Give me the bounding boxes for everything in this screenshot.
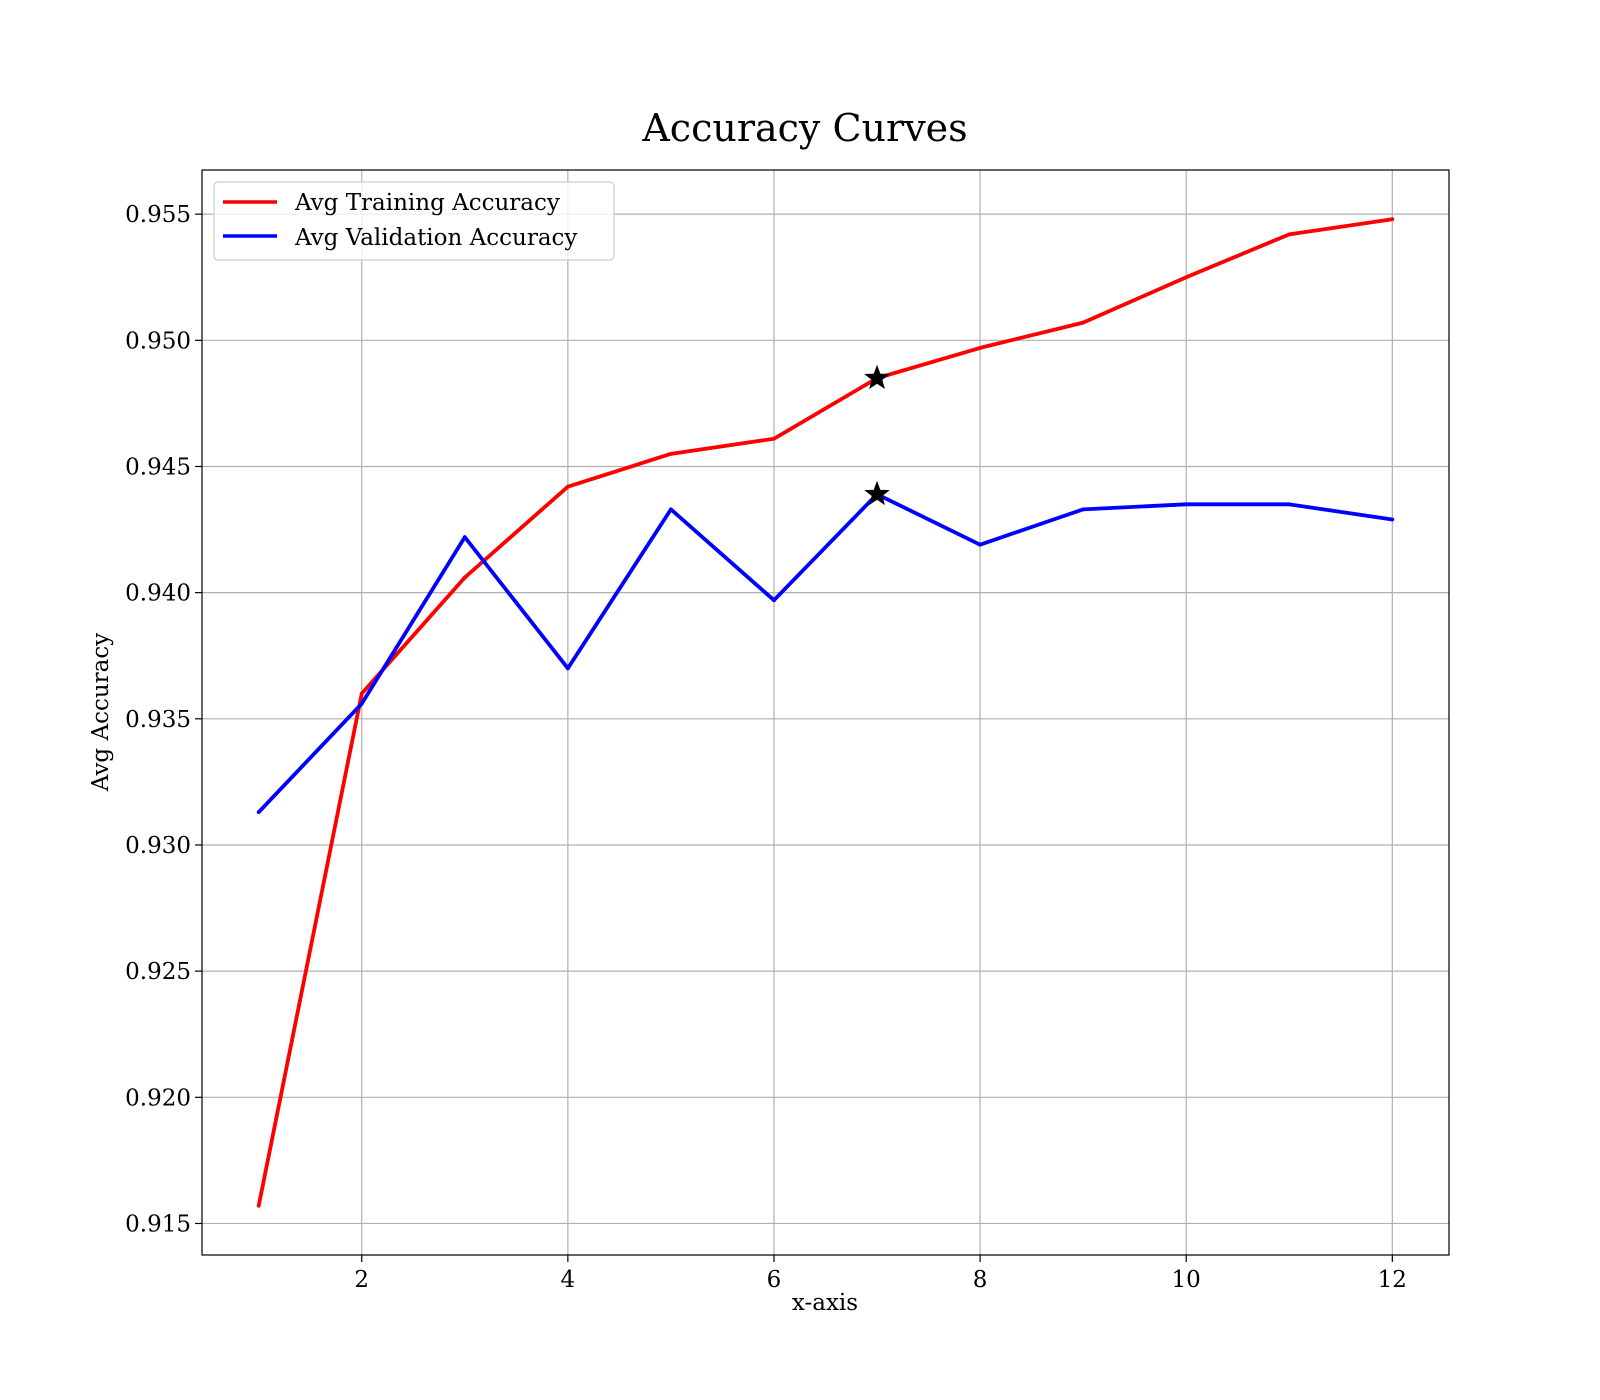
- series-lines: [256, 217, 1395, 1208]
- data-point-avg-validation-accuracy: [1287, 502, 1292, 507]
- data-point-avg-training-accuracy: [1390, 217, 1395, 222]
- data-point-avg-training-accuracy: [256, 1203, 261, 1208]
- x-axis-ticks: 2 4 6 8 10 12: [354, 1255, 1407, 1293]
- star-marker-icon: [864, 480, 890, 506]
- data-point-avg-training-accuracy: [772, 436, 776, 441]
- star-marker-icon: [864, 364, 890, 390]
- plot-area-frame: [201, 169, 1450, 1256]
- y-tick-label: 0.925: [125, 959, 191, 985]
- data-point-avg-training-accuracy: [1287, 232, 1292, 237]
- y-axis-ticks: 0.915 0.920 0.925 0.930 0.935 0.940 0.945 0.950…: [125, 202, 202, 1237]
- legend-frame: [213, 181, 615, 261]
- x-tick-label: 2: [354, 1267, 369, 1293]
- x-axis-label: x-axis: [792, 1290, 858, 1316]
- y-tick-label: 0.955: [125, 202, 191, 228]
- y-tick-label: 0.950: [125, 328, 191, 354]
- chart-title: Accuracy Curves: [641, 106, 967, 150]
- x-tick-label: 6: [767, 1267, 782, 1293]
- best-epoch-markers: [864, 364, 890, 506]
- y-tick-label: 0.915: [125, 1211, 191, 1237]
- data-point-avg-training-accuracy: [1184, 275, 1189, 280]
- y-tick-label: 0.935: [125, 707, 191, 733]
- x-tick-label: 4: [561, 1267, 576, 1293]
- data-point-avg-training-accuracy: [978, 345, 982, 350]
- data-point-avg-validation-accuracy: [462, 535, 467, 540]
- data-point-avg-validation-accuracy: [1081, 507, 1086, 512]
- series-line-avg-training-accuracy: [256, 217, 1393, 1207]
- series-line-avg-validation-accuracy: [257, 492, 1393, 814]
- data-point-avg-training-accuracy: [359, 691, 364, 696]
- data-point-avg-training-accuracy: [1081, 320, 1086, 325]
- x-tick-label: 8: [973, 1267, 988, 1293]
- x-tick-label: 10: [1172, 1267, 1201, 1293]
- y-tick-label: 0.930: [125, 833, 191, 859]
- data-point-avg-training-accuracy: [462, 575, 467, 580]
- grid-lines: [202, 170, 1449, 1255]
- data-point-avg-validation-accuracy: [1390, 517, 1395, 522]
- data-point-avg-training-accuracy: [669, 451, 673, 456]
- data-point-avg-validation-accuracy: [359, 701, 364, 706]
- legend-label-training: Avg Training Accuracy: [294, 190, 560, 216]
- legend-label-validation: Avg Validation Accuracy: [294, 225, 577, 251]
- data-point-avg-validation-accuracy: [256, 810, 261, 815]
- legend: Avg Training Accuracy Avg Validation Acc…: [213, 181, 615, 261]
- data-point-avg-validation-accuracy: [772, 598, 776, 603]
- data-point-avg-validation-accuracy: [1184, 502, 1189, 507]
- y-tick-label: 0.920: [125, 1085, 191, 1111]
- y-tick-label: 0.940: [125, 581, 191, 607]
- y-axis-label: Avg Accuracy: [88, 633, 114, 792]
- data-point-avg-validation-accuracy: [565, 666, 570, 671]
- data-point-avg-training-accuracy: [565, 484, 570, 489]
- x-tick-label: 12: [1378, 1267, 1407, 1293]
- data-point-avg-validation-accuracy: [978, 542, 982, 547]
- y-tick-label: 0.945: [125, 454, 191, 480]
- data-point-avg-validation-accuracy: [669, 507, 673, 512]
